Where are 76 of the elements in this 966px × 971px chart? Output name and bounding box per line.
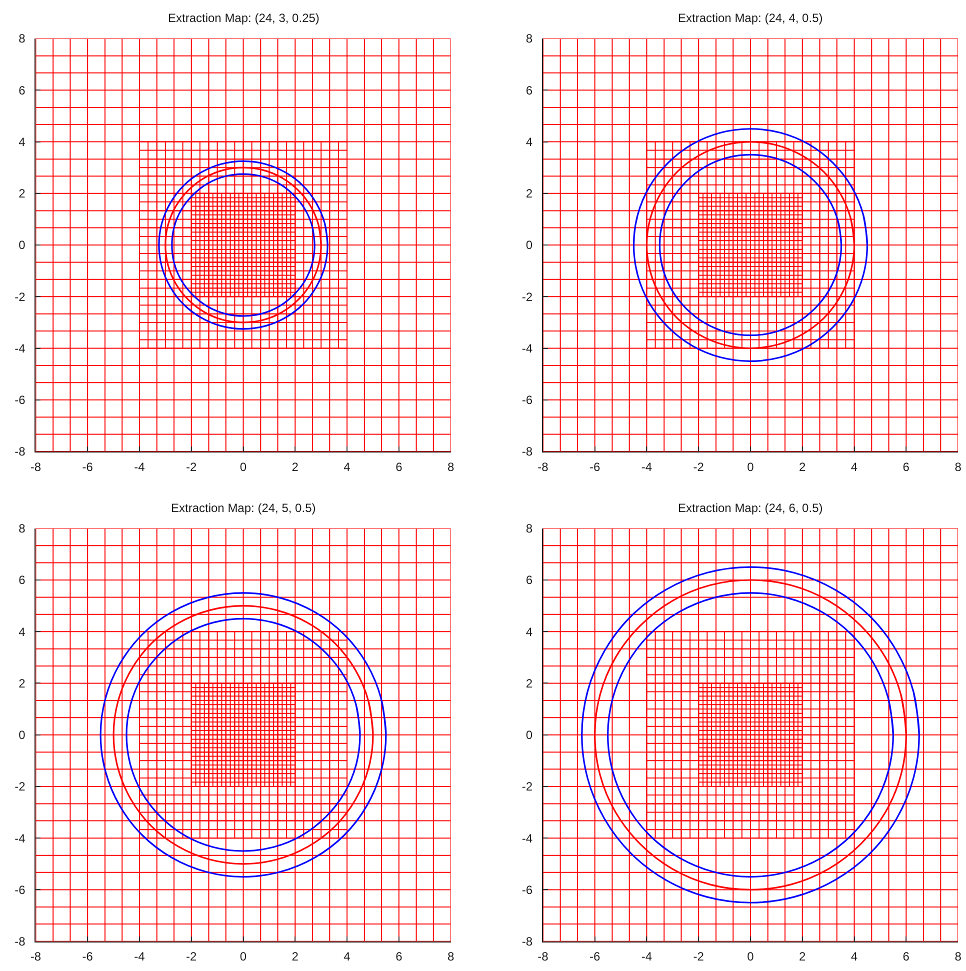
x-tick-label: 6: [396, 950, 403, 964]
y-tick-label: 6: [526, 83, 533, 98]
y-tick-label: -8: [14, 934, 26, 949]
chart-title: Extraction Map: (24, 4, 0.5): [678, 11, 823, 25]
x-tick-label: -4: [641, 950, 652, 964]
y-tick-label: 0: [18, 728, 26, 742]
y-tick-label: -2: [14, 780, 26, 794]
x-tick-label: -8: [30, 950, 42, 964]
x-tick-label: 6: [902, 950, 910, 964]
x-tick-label: 8: [954, 950, 962, 964]
x-tick-label: 8: [447, 950, 454, 964]
y-tick-label: -4: [522, 831, 533, 846]
y-tick-label: 2: [18, 676, 26, 690]
y-tick-label: 8: [18, 32, 26, 46]
y-tick-label: 4: [18, 624, 26, 639]
y-tick-label: -8: [14, 444, 26, 459]
x-tick-label: 6: [396, 460, 403, 474]
y-tick-label: -6: [522, 882, 533, 897]
x-tick-label: -8: [30, 460, 42, 474]
x-tick-label: -8: [538, 460, 549, 474]
x-tick-label: -4: [134, 460, 146, 474]
y-tick-label: -6: [14, 393, 26, 408]
y-tick-label: 8: [526, 522, 533, 536]
y-tick-label: 8: [526, 32, 533, 46]
y-tick-label: 0: [18, 238, 26, 252]
x-tick-label: 8: [447, 460, 454, 474]
x-tick-label: -8: [538, 950, 549, 964]
y-tick-label: 4: [526, 624, 533, 639]
y-tick-label: -4: [522, 341, 533, 356]
x-tick-label: 2: [292, 460, 299, 474]
y-tick-label: -6: [14, 882, 26, 897]
x-tick-label: 4: [344, 950, 351, 964]
y-tick-label: 0: [526, 238, 533, 252]
x-tick-label: -6: [82, 950, 94, 964]
chart-title: Extraction Map: (24, 5, 0.5): [171, 501, 316, 515]
x-tick-label: -2: [693, 460, 704, 474]
y-tick-label: 6: [526, 573, 533, 588]
x-tick-label: 2: [292, 950, 299, 964]
x-tick-label: 2: [799, 950, 806, 964]
x-tick-label: 0: [240, 950, 247, 964]
y-tick-label: -8: [522, 444, 533, 459]
y-tick-label: 4: [18, 134, 26, 149]
x-tick-label: 0: [240, 460, 247, 474]
x-tick-label: -6: [589, 460, 600, 474]
y-tick-label: 4: [526, 134, 533, 149]
x-tick-label: -2: [186, 950, 198, 964]
chart-title: Extraction Map: (24, 6, 0.5): [678, 501, 823, 515]
x-tick-label: 0: [747, 950, 754, 964]
y-tick-label: -2: [522, 290, 533, 304]
chart-title: Extraction Map: (24, 3, 0.25): [168, 11, 320, 25]
x-tick-label: -6: [82, 460, 94, 474]
y-tick-label: 2: [526, 676, 533, 690]
x-tick-label: 0: [747, 460, 754, 474]
y-tick-label: 8: [18, 522, 26, 536]
x-tick-label: 4: [850, 460, 858, 474]
x-tick-label: -2: [693, 950, 704, 964]
y-tick-label: 0: [526, 728, 533, 742]
y-tick-label: 6: [18, 83, 26, 98]
x-tick-label: 4: [850, 950, 858, 964]
y-tick-label: 6: [18, 573, 26, 588]
x-tick-label: 2: [799, 460, 806, 474]
x-tick-label: 8: [954, 460, 962, 474]
x-tick-label: -4: [134, 950, 146, 964]
x-tick-label: -4: [641, 460, 652, 474]
y-tick-label: -2: [14, 290, 26, 304]
x-tick-label: 4: [344, 460, 351, 474]
y-tick-label: 2: [18, 186, 26, 201]
x-tick-label: -6: [589, 950, 600, 964]
y-tick-label: -4: [14, 831, 26, 846]
y-tick-label: 2: [526, 186, 533, 201]
x-tick-label: 6: [902, 460, 910, 474]
x-tick-label: -2: [186, 460, 198, 474]
y-tick-label: -4: [14, 341, 26, 356]
y-tick-label: -8: [522, 934, 533, 949]
y-tick-label: -6: [522, 393, 533, 408]
y-tick-label: -2: [522, 780, 533, 794]
